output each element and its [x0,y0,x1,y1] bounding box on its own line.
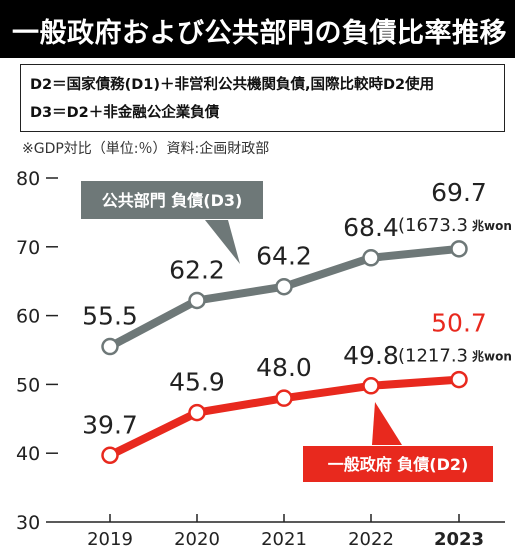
data-point [101,446,119,465]
data-label: 64.2 [256,242,312,271]
x-tick-label: 2022 [348,529,394,550]
definition-d2: D2＝国家債務(D1)＋非営利公共機関負債,国際比較時D2使用 [30,77,435,93]
x-tick-label: 2021 [261,529,307,550]
amount-label: (1217.3 [398,346,468,367]
data-label: 49.8 [343,341,399,370]
y-tick-label: 40 [16,443,40,465]
data-point [362,249,380,267]
series-label-box [79,179,265,221]
series-label-text: 公共部門 負債(D3) [102,191,243,210]
amount-unit-label: 兆won [472,349,512,364]
x-tick-label: 2020 [174,529,220,550]
series-label-text: 一般政府 負債(D2) [328,455,469,474]
data-point [188,291,206,310]
y-tick-label: 60 [16,306,40,328]
data-label: 39.7 [82,410,138,439]
data-label: 55.5 [82,302,138,331]
series-label-pointer [372,402,402,445]
source-note: ※GDP対比（単位:％）資料:企画財政部 [22,141,270,157]
data-point [275,277,293,296]
chart-title: 一般政府および公共部門の負債比率推移 [0,0,515,58]
data-label: 69.7 [431,178,487,207]
definition-box: D2＝国家債務(D1)＋非営利公共機関負債,国際比較時D2使用 D3＝D2＋非金… [20,64,505,132]
series-label-pointer [205,220,240,264]
data-label: 50.7 [431,309,487,338]
x-tick-label: 2019 [87,529,133,550]
data-label: 62.2 [169,255,225,284]
definition-d3: D3＝D2＋非金融公企業負債 [30,105,220,121]
data-label: 68.4 [343,213,399,242]
data-point [362,377,380,395]
data-point [450,240,468,258]
y-tick-label: 80 [16,168,40,190]
x-tick-label: 2023 [434,529,484,550]
amount-label: (1673.3 [398,215,468,236]
data-point [101,337,119,356]
data-point [188,403,206,422]
data-label: 48.0 [256,353,312,382]
data-point [450,370,468,389]
amount-unit-label: 兆won [472,218,512,233]
data-label: 45.9 [169,368,225,397]
y-tick-label: 30 [16,512,40,534]
y-tick-label: 50 [16,374,40,396]
data-point [275,389,293,407]
y-tick-label: 70 [16,237,40,259]
